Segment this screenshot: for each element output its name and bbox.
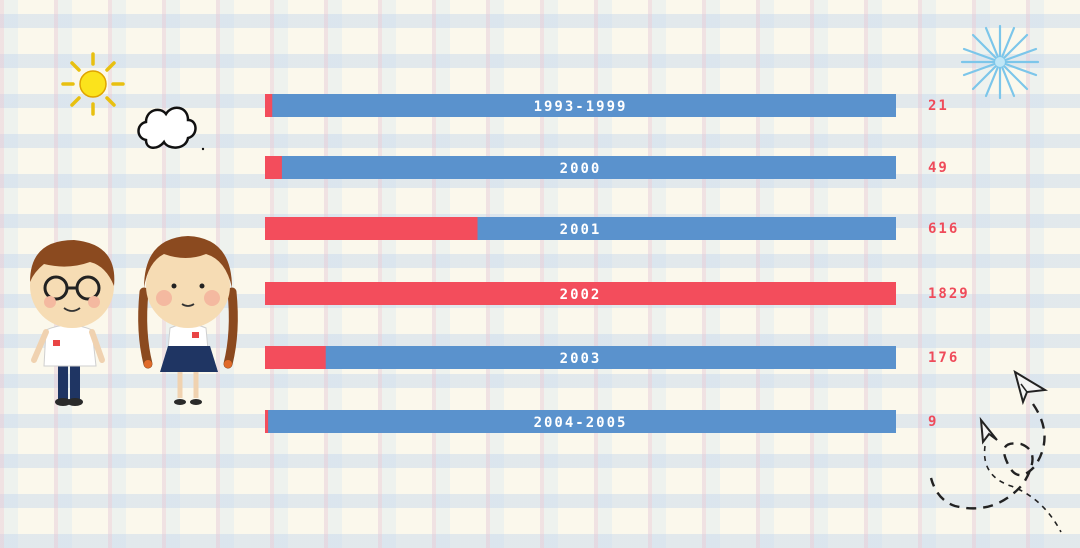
bar-category-label: 1993-1999 [534, 99, 628, 115]
boy-illustration [30, 240, 115, 406]
firework-icon [960, 24, 1040, 100]
bar-category-label: 2004-2005 [534, 415, 628, 431]
cloud-icon [137, 106, 205, 151]
bar-category-label: 2003 [560, 351, 602, 367]
bar-value-label: 616 [928, 221, 959, 237]
bar-1993-1999 [265, 94, 273, 117]
bar-category-label: 2002 [560, 287, 602, 303]
bar-2001 [265, 217, 478, 240]
bar-category-label: 2000 [560, 161, 602, 177]
bar-track [265, 156, 896, 179]
paper-plane-icon [929, 369, 1062, 533]
bar-2002 [265, 282, 896, 305]
bar-2000 [265, 156, 282, 179]
bar-value-label: 1829 [928, 286, 970, 302]
bar-value-label: 9 [928, 414, 938, 430]
bar-track [265, 346, 896, 369]
bar-category-label: 2001 [560, 222, 602, 238]
bar-2003 [265, 346, 326, 369]
bar-track [265, 410, 896, 433]
bar-value-label: 21 [928, 98, 949, 114]
bar-2004-2005 [265, 410, 269, 433]
sun-icon [61, 52, 125, 116]
bar-value-label: 49 [928, 160, 949, 176]
girl-illustration [138, 236, 238, 405]
bar-track [265, 94, 896, 117]
bar-value-label: 176 [928, 350, 959, 366]
